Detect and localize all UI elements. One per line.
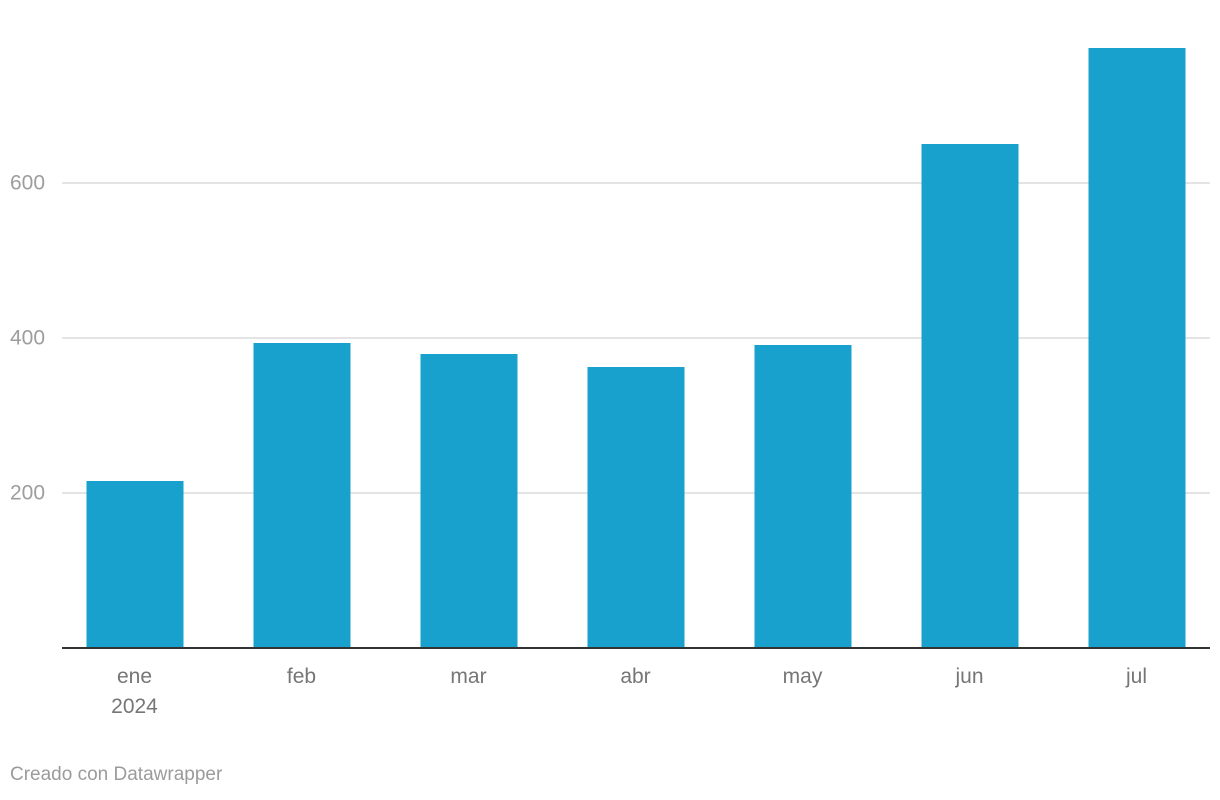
bar-slot-may: [719, 0, 886, 648]
datawrapper-attribution-link[interactable]: Creado con Datawrapper: [10, 764, 223, 785]
y-tick-label-600: 600: [10, 171, 46, 195]
x-tick-label-feb: feb: [218, 650, 385, 722]
bar-may: [754, 344, 851, 648]
x-tick-label-text: abr: [620, 665, 651, 688]
bar-jul: [1088, 48, 1185, 648]
bar-slot-jul: [1053, 0, 1220, 648]
x-tick-label-ene: ene 2024: [51, 650, 218, 722]
bar-slot-mar: [385, 0, 552, 648]
gridline-600: [62, 182, 1210, 184]
bar-slot-abr: [552, 0, 719, 648]
x-tick-label-jun: jun: [886, 650, 1053, 722]
x-tick-label-text: feb: [286, 665, 317, 688]
bar-jun: [921, 144, 1018, 648]
bar-series: [51, 0, 1220, 648]
x-tick-label-text: may: [782, 665, 823, 688]
bar-slot-ene: [51, 0, 218, 648]
x-axis-labels: ene 2024 feb mar abr may jun jul: [51, 650, 1220, 722]
gridline-400: [62, 337, 1210, 339]
x-tick-label-text: mar: [450, 665, 487, 688]
y-tick-label-400: 400: [10, 326, 46, 350]
x-tick-label-may: may: [719, 650, 886, 722]
x-tick-sublabel-text: 2024: [111, 695, 158, 718]
bar-ene: [86, 481, 183, 648]
x-tick-label-text: jun: [955, 665, 984, 688]
x-tick-label-abr: abr: [552, 650, 719, 722]
bar-slot-jun: [886, 0, 1053, 648]
bar-mar: [420, 353, 517, 648]
y-tick-label-200: 200: [10, 481, 46, 505]
bar-slot-feb: [218, 0, 385, 648]
x-tick-label-text: jul: [1125, 665, 1147, 688]
x-axis-line: [62, 647, 1210, 649]
x-tick-label-text: ene: [116, 665, 153, 688]
x-tick-label-jul: jul: [1053, 650, 1220, 722]
bar-feb: [253, 342, 350, 648]
bar-abr: [587, 367, 684, 648]
x-tick-label-mar: mar: [385, 650, 552, 722]
